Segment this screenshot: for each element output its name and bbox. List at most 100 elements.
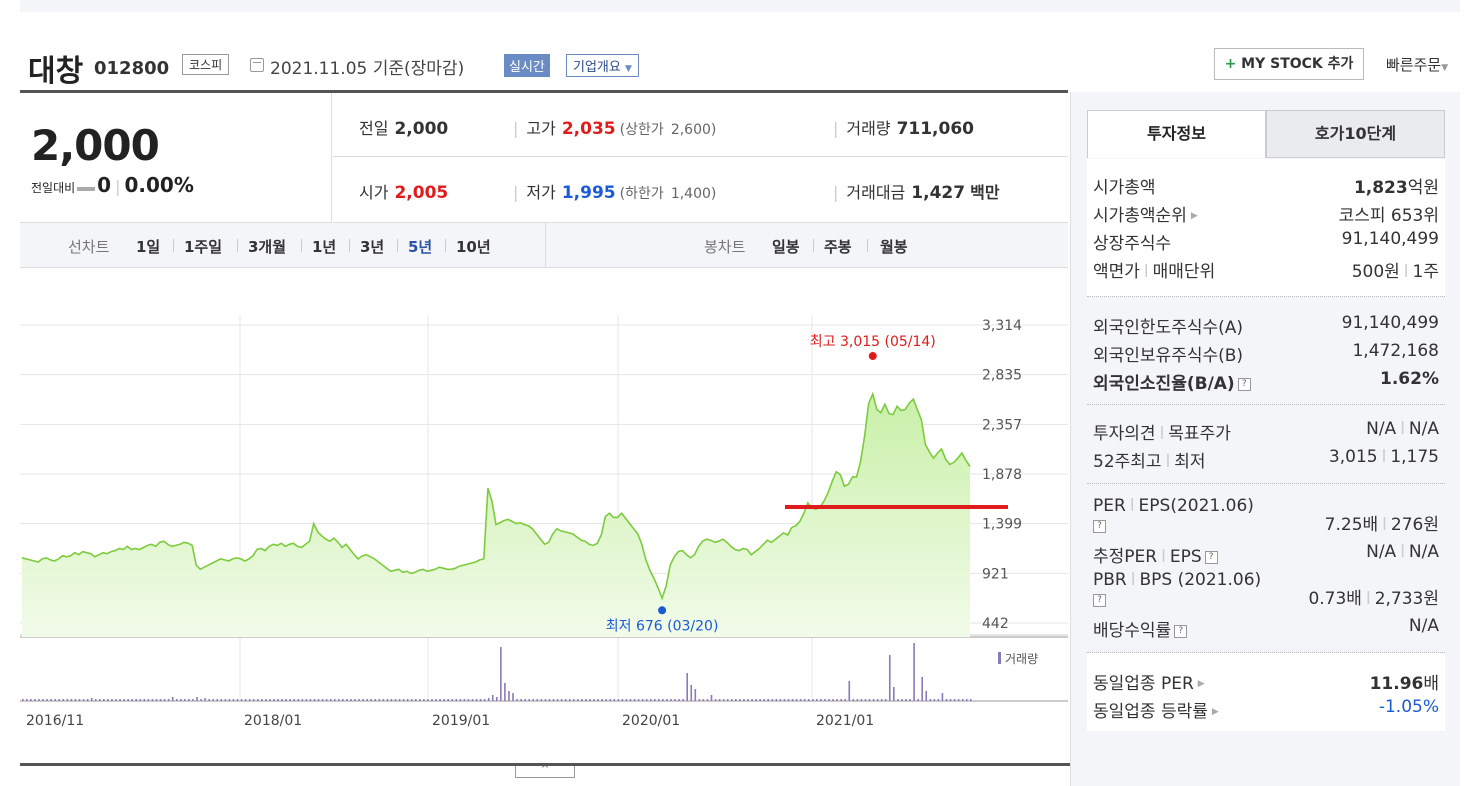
volume-bar xyxy=(90,698,93,701)
bps-number: 2,733원 xyxy=(1374,589,1439,609)
separator: l xyxy=(1159,424,1165,444)
volume-bar xyxy=(427,699,429,701)
separator: l xyxy=(1165,452,1171,472)
volume-bar xyxy=(852,699,855,701)
volume-bar xyxy=(779,699,782,701)
max-point xyxy=(868,352,877,361)
volume-bar xyxy=(836,699,838,701)
industry-rate-link[interactable]: 동일업종 등락률 ▶ xyxy=(1093,697,1219,722)
quick-order-dropdown[interactable]: 빠른주문▼ xyxy=(1386,54,1448,75)
tab-weekly[interactable]: 주봉 xyxy=(824,238,852,256)
info-group-opinion: 투자의견 l 목표주가 N/A l N/A 52주최고 l 최저 3,015 l 1,175 xyxy=(1087,405,1445,483)
volume-bar xyxy=(451,699,454,701)
tab-5y[interactable]: 5년 xyxy=(408,238,433,256)
week52-low: 1,175 xyxy=(1390,447,1439,467)
separator: | xyxy=(115,177,121,196)
volume-bar xyxy=(961,699,964,701)
industry-rate-row: 동일업종 등락률 ▶ -1.05% xyxy=(1093,695,1439,723)
volume-bar xyxy=(419,699,421,701)
rank-value: 코스피 653위 xyxy=(1338,206,1439,226)
volume-bar xyxy=(540,699,543,701)
industry-per-link[interactable]: 동일업종 PER ▶ xyxy=(1093,669,1205,694)
volume-bar xyxy=(459,699,462,701)
volume-bar xyxy=(876,699,879,701)
tab-order-book[interactable]: 호가10단계 xyxy=(1266,110,1445,158)
tab-10y[interactable]: 10년 xyxy=(456,238,491,256)
help-icon[interactable]: ? xyxy=(1093,593,1106,607)
upper-value: 2,600) xyxy=(670,122,717,138)
price-chart-svg: 3,314 2,835 2,357 1,878 1,399 921 442 최고 3,015… xyxy=(20,315,1068,729)
x-tick-label: 2018/01 xyxy=(244,713,302,729)
opinion-value: N/A l N/A xyxy=(1366,419,1439,439)
separator: | xyxy=(513,119,519,138)
pbr-row: PBR l BPS (2021.06)? 0.73배 l 2,733원 xyxy=(1093,568,1439,614)
volume-bar xyxy=(601,699,603,701)
my-stock-add-button[interactable]: + MY STOCK 추가 xyxy=(1214,48,1364,80)
help-icon[interactable]: ? xyxy=(1237,377,1251,391)
volume-bar xyxy=(269,699,271,701)
volume-bar xyxy=(953,699,956,701)
target-number: N/A xyxy=(1408,419,1439,439)
volume-bar xyxy=(107,699,109,701)
y-axis-labels: 3,314 2,835 2,357 1,878 1,399 921 442 xyxy=(982,318,1022,632)
volume-bar xyxy=(965,699,968,701)
volume-bar xyxy=(305,699,308,701)
volume-bar xyxy=(702,699,705,701)
tab-investment-info[interactable]: 투자정보 xyxy=(1087,110,1266,158)
chevron-up-icon: ^ xyxy=(540,764,550,775)
tab-1y[interactable]: 1년 xyxy=(312,238,337,256)
volume-bar xyxy=(799,699,802,701)
help-icon[interactable]: ? xyxy=(1204,550,1218,564)
open-price: 시가 2,005 xyxy=(359,179,448,203)
tab-3m[interactable]: 3개월 xyxy=(248,238,287,256)
volume-bar xyxy=(390,699,393,701)
volume-bar xyxy=(730,699,733,701)
volume-bar xyxy=(82,699,85,701)
market-badge: 코스피 xyxy=(182,54,230,75)
rank-link[interactable]: 시가총액순위 ▶ xyxy=(1093,201,1198,226)
opinion-label: 투자의견 l 목표주가 xyxy=(1093,419,1231,444)
volume-bar xyxy=(678,699,680,701)
separator xyxy=(867,239,868,252)
par-label: 액면가 l 매매단위 xyxy=(1093,257,1215,282)
collapse-button[interactable]: ^ xyxy=(515,764,575,778)
volume-bar xyxy=(212,699,215,701)
tab-daily[interactable]: 일봉 xyxy=(772,238,800,256)
y-tick-label: 921 xyxy=(982,566,1009,582)
volume-bar xyxy=(897,699,899,701)
volume-bar xyxy=(872,699,875,701)
volume-bar xyxy=(970,699,972,701)
separator xyxy=(397,239,398,252)
foreign-hold-row: 외국인보유주식수(B) 1,472,168 xyxy=(1093,339,1439,367)
help-icon[interactable]: ? xyxy=(1174,624,1188,638)
volume-bar xyxy=(54,699,57,701)
tab-monthly[interactable]: 월봉 xyxy=(880,238,908,256)
quick-order-label: 빠른주문 xyxy=(1386,56,1442,74)
volume-bar xyxy=(252,699,255,701)
open-value: 2,005 xyxy=(394,183,449,203)
divider xyxy=(545,223,546,268)
volume-bar xyxy=(98,699,101,701)
volume-bar xyxy=(58,699,61,701)
chart-period-tabs: 선차트 1일 1주일 3개월 1년 3년 5년 10년 봉차트 일봉 주봉 월봉 xyxy=(20,223,1068,268)
help-icon[interactable]: ? xyxy=(1093,519,1106,533)
volume-bar xyxy=(479,699,482,701)
tab-1w[interactable]: 1주일 xyxy=(184,238,223,256)
est-per-label: 추정PER l EPS? xyxy=(1093,542,1218,567)
shares-label: 상장주식수 xyxy=(1093,234,1172,254)
divider xyxy=(1087,483,1445,484)
volume-bar xyxy=(694,689,697,701)
realtime-button[interactable]: 실시간 xyxy=(504,54,550,77)
volume-bar xyxy=(641,699,644,701)
tab-1d[interactable]: 1일 xyxy=(136,238,161,256)
volume-bar xyxy=(658,699,660,701)
change-rate: 0.00% xyxy=(124,173,194,197)
volume-bar xyxy=(240,699,243,701)
market-cap-rank-row: 시가총액순위 ▶ 코스피 653위 xyxy=(1093,199,1439,227)
volume-bar xyxy=(508,691,510,701)
corp-info-dropdown[interactable]: 기업개요 ▼ xyxy=(566,54,639,77)
volume-bar xyxy=(111,699,113,701)
volume-bar xyxy=(767,699,770,701)
lower-value: 1,400) xyxy=(670,186,717,202)
tab-3y[interactable]: 3년 xyxy=(360,238,385,256)
